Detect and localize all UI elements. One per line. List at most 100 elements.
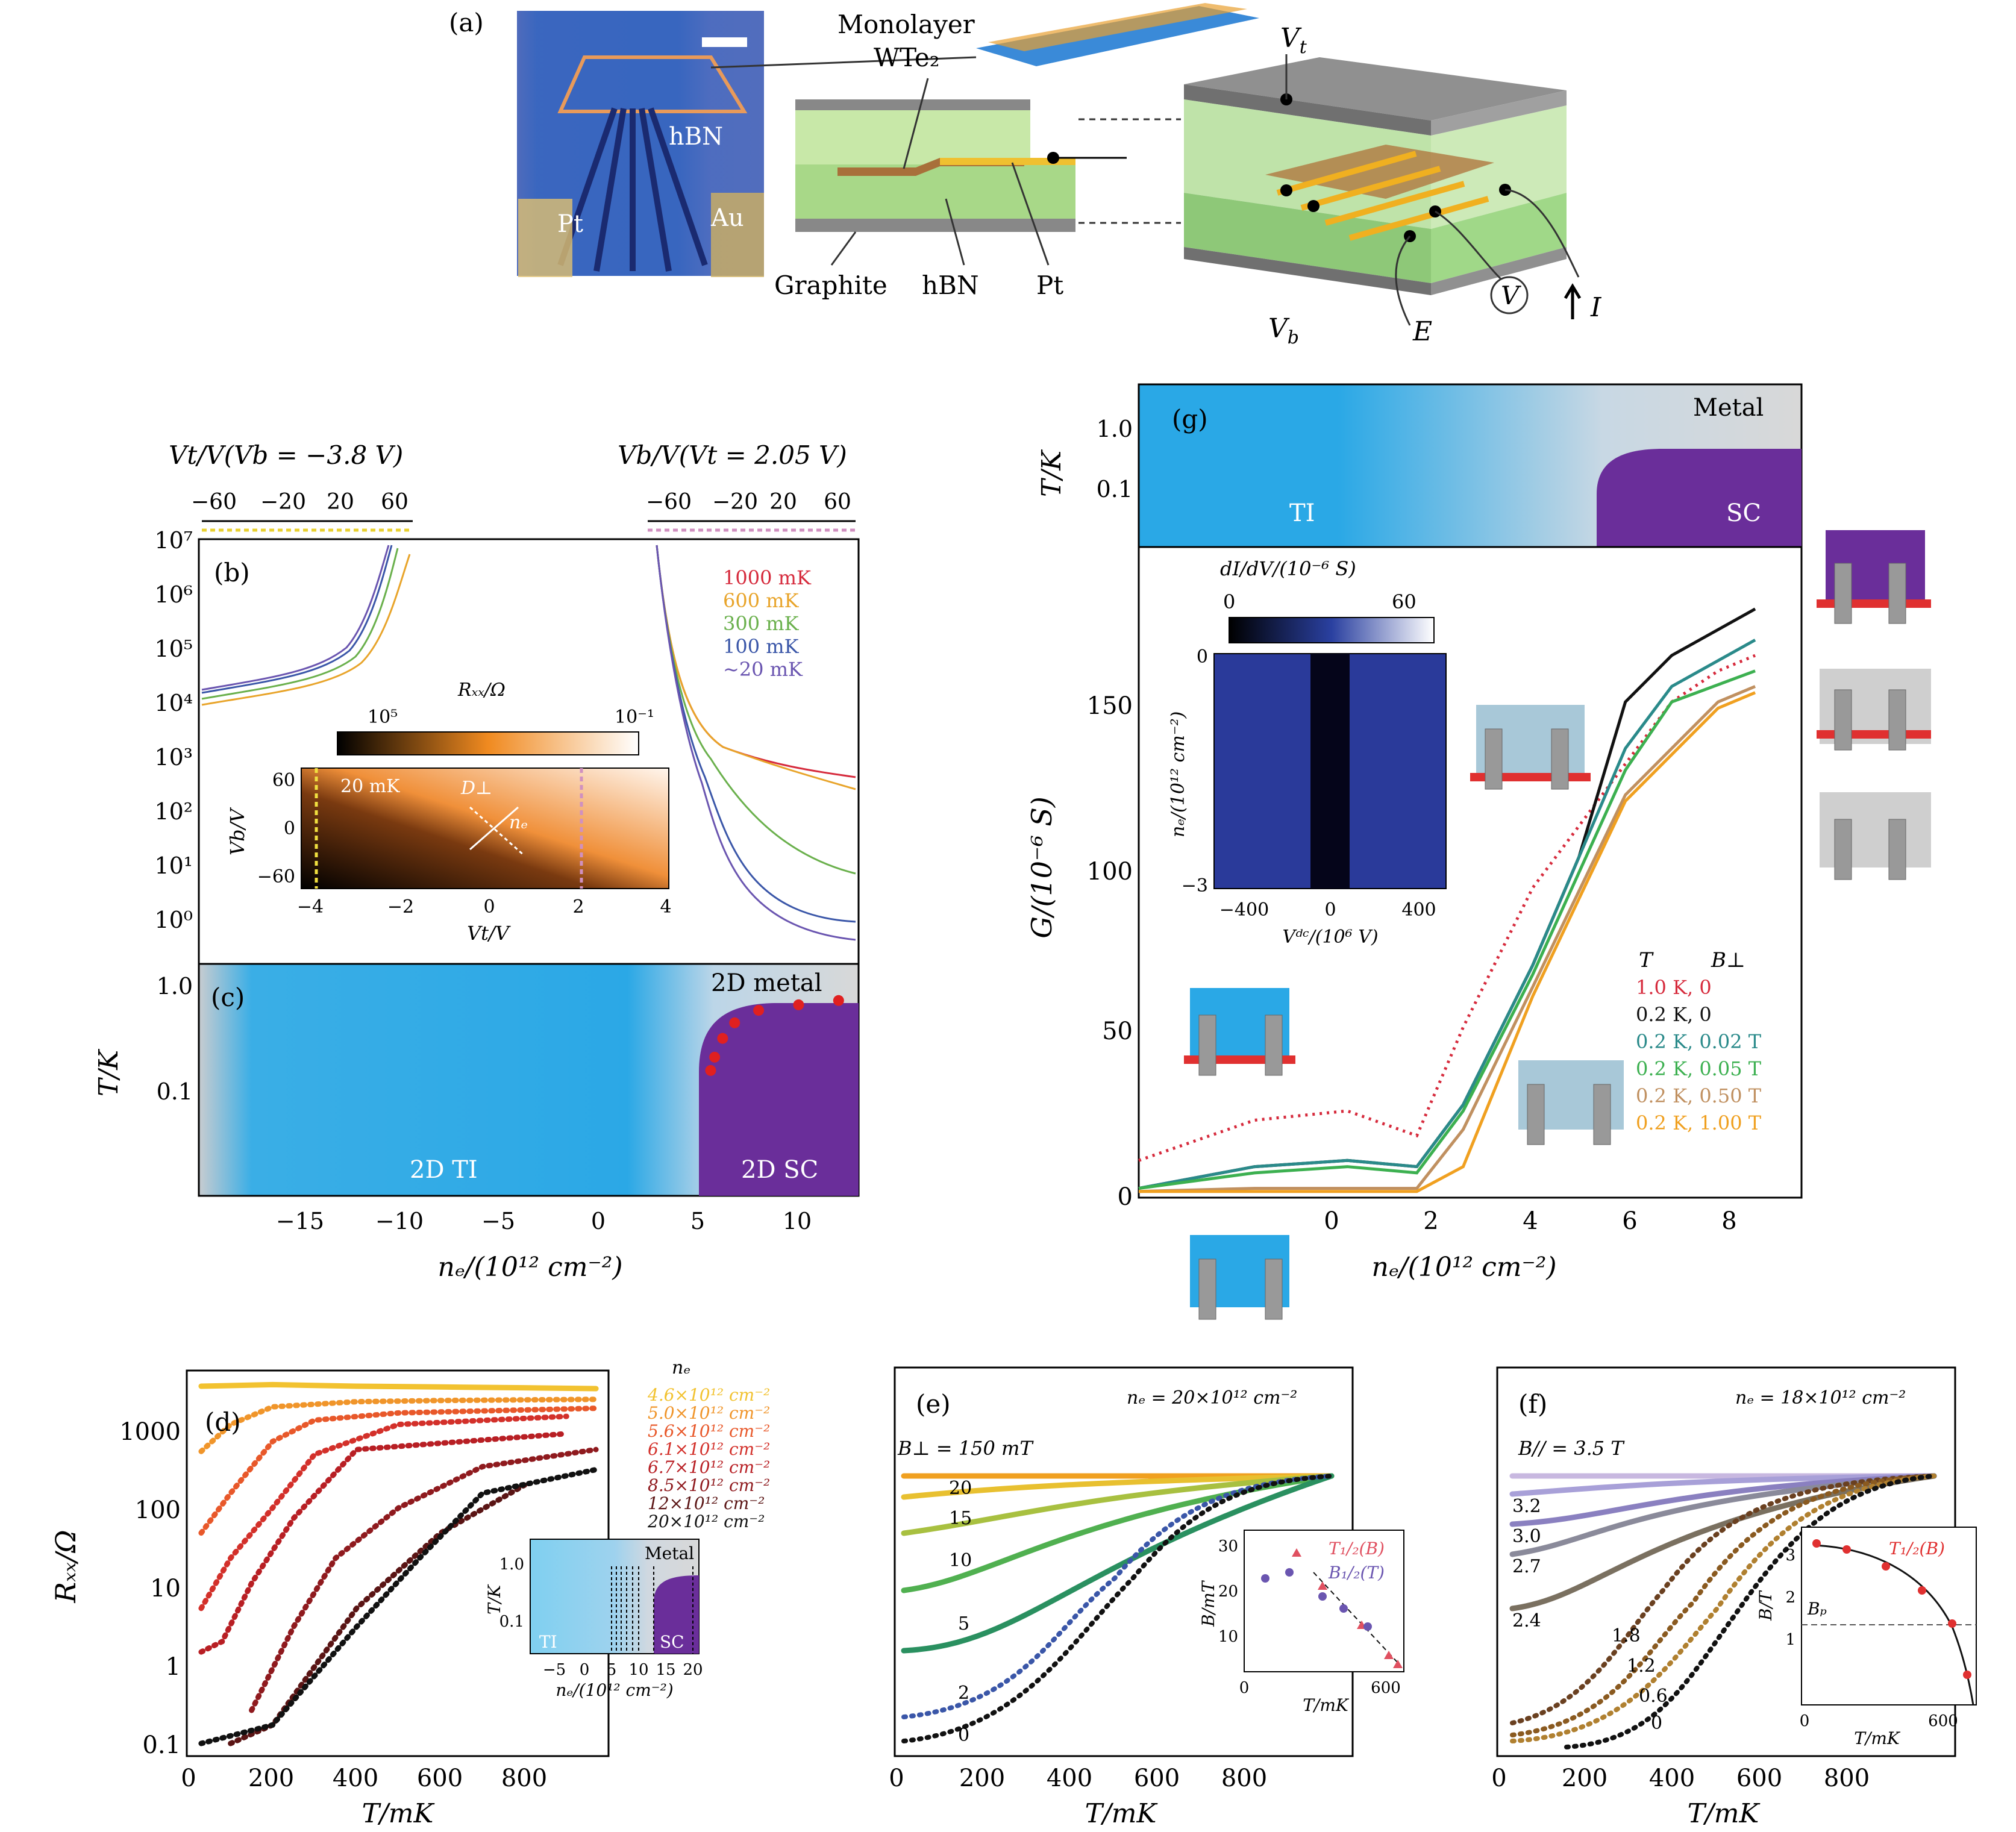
e-field-label: 15 [949,1508,972,1529]
g-legend-head-b: B⊥ [1711,948,1745,972]
g-region-ti: TI [1289,499,1315,527]
inset-cbar-left: 10⁵ [368,707,398,728]
d-inset-sc: SC [660,1632,684,1652]
cross-label-hbn: hBN [922,270,979,300]
legend-1000mk: 1000 mK [723,566,812,589]
g-legend-item: 1.0 K, 0 [1636,976,1712,999]
d-ylabel: Rₓₓ/Ω [49,1530,82,1604]
region-metal: 2D metal [711,969,822,997]
f-field-label: 3.0 [1512,1526,1541,1547]
panel-f-inset: T₁/₂(B) Bₚ 3 2 1 B/T 0 600 T/mK [1756,1527,1977,1748]
f-inset-bp: Bₚ [1807,1599,1827,1619]
d-series-curve [198,1413,569,1612]
sc-region [699,1003,859,1196]
device-3d [1184,54,1580,326]
g-inset-ytick: 0 [1197,646,1208,667]
region-ti: 2D TI [410,1156,478,1184]
d-legend-item: 8.5×10¹² cm⁻² [648,1475,770,1495]
d-ytick: 0.1 [142,1731,181,1759]
panel-f: (f) nₑ = 18×10¹² cm⁻² B// = 3.5 T 3.2 3.… [1491,1366,1977,1829]
e-inset-xtick: 600 [1371,1679,1401,1697]
e-inset-leg2: B₁/₂(T) [1328,1563,1385,1583]
top-tick: 60 [381,490,409,514]
curve-left-20mk [201,545,390,691]
y-tick: 10¹ [154,852,193,879]
e-inset-ytick: 30 [1218,1537,1238,1555]
e-inset-ytick: 10 [1218,1628,1238,1646]
inset-xtick: 0 [483,896,495,918]
d-inset-metal: Metal [645,1543,694,1563]
inset-ytick: −60 [257,866,295,887]
d-series-curve [198,1405,599,1536]
e-inset-leg1: T₁/₂(B) [1329,1539,1385,1558]
g-xtick: 2 [1423,1207,1438,1235]
f-xtick: 800 [1824,1765,1870,1792]
f-field-label: 0 [1651,1713,1662,1734]
g-region-sc: SC [1726,499,1761,527]
e-xtick: 0 [889,1765,904,1792]
f-xtick: 200 [1562,1765,1607,1792]
wte2-lattice-icon [976,3,1259,66]
d-ytick: 1 [166,1653,181,1681]
tc-point [753,1005,765,1016]
panel-a-label: (a) [449,8,484,37]
legend-100mk: 100 mK [723,635,800,658]
g-xtick: 8 [1721,1207,1736,1235]
y-tick: 10⁵ [154,636,193,662]
wte2-label: WTe₂ [874,43,940,72]
g-xlabel: nₑ/(10¹² cm⁻²) [1371,1252,1556,1283]
e-curve-0 [901,1474,1334,1743]
d-inset-xtick: 20 [683,1661,703,1679]
d-legend-item: 4.6×10¹² cm⁻² [647,1385,770,1405]
f-inset-xtick: 600 [1928,1712,1958,1730]
g-inset-ytick: −3 [1182,875,1208,896]
curve-left-100mk [201,545,393,694]
tc-points [705,995,844,1076]
panel-e-field-title: B⊥ = 150 mT [897,1437,1034,1460]
g-xtick: 0 [1324,1207,1339,1235]
inset-ylabel: Vb/V [226,807,249,855]
g-series-curve [1138,639,1756,1190]
f-inset-ylabel: B/T [1756,1590,1776,1621]
d-ytick: 10 [150,1575,181,1602]
g-legend-item: 0.2 K, 0.05 T [1636,1057,1762,1080]
d-series-curve [249,1446,599,1713]
top-tick: 60 [824,490,851,514]
g-ytick: 50 [1102,1018,1133,1045]
g-region-metal: Metal [1693,394,1764,422]
curve-left-300mk [201,548,399,700]
c-xtick: −15 [276,1208,324,1234]
v-label: V [1501,281,1521,310]
panel-f-label: (f) [1518,1389,1547,1419]
g-ytick: 0 [1118,1183,1133,1211]
d-inset-ti: TI [539,1632,557,1652]
e-field-label: 20 [949,1478,972,1499]
f-inset-ytick: 2 [1785,1589,1795,1607]
panel-c-label: (c) [211,983,245,1012]
d-curves [198,1381,599,1746]
top-tick: −20 [260,490,306,514]
panel-c: (c) 2D TI 2D SC 2D metal 1.0 0.1 T/K −15… [93,963,860,1283]
panel-e-title: nₑ = 20×10¹² cm⁻² [1127,1387,1297,1408]
inset-cbar-title: Rₓₓ/Ω [457,680,506,701]
vb-label: Vb [1268,313,1299,348]
inset-xtick: −4 [297,896,324,918]
voltmeter-icon [1490,276,1529,314]
f-inset-leg: T₁/₂(B) [1889,1539,1945,1558]
y-tick: 10⁷ [154,527,193,554]
f-inset-ytick: 3 [1785,1546,1795,1565]
i-label: I [1590,292,1602,323]
panel-f-title: nₑ = 18×10¹² cm⁻² [1735,1387,1906,1408]
d-legend-title: nₑ [672,1357,690,1378]
e-xtick: 600 [1134,1765,1180,1792]
g-series-curve [1139,691,1756,1193]
d-xtick: 600 [417,1765,463,1792]
d-xtick: 400 [333,1765,378,1792]
f-inset-xlabel: T/mK [1854,1728,1901,1748]
f-field-label: 2.4 [1512,1610,1541,1631]
d-series-curve [198,1396,599,1454]
c-xtick: 0 [591,1208,606,1234]
g-xtick: 4 [1523,1207,1538,1235]
top-tick: −60 [191,490,237,514]
e-xtick: 800 [1221,1765,1267,1792]
